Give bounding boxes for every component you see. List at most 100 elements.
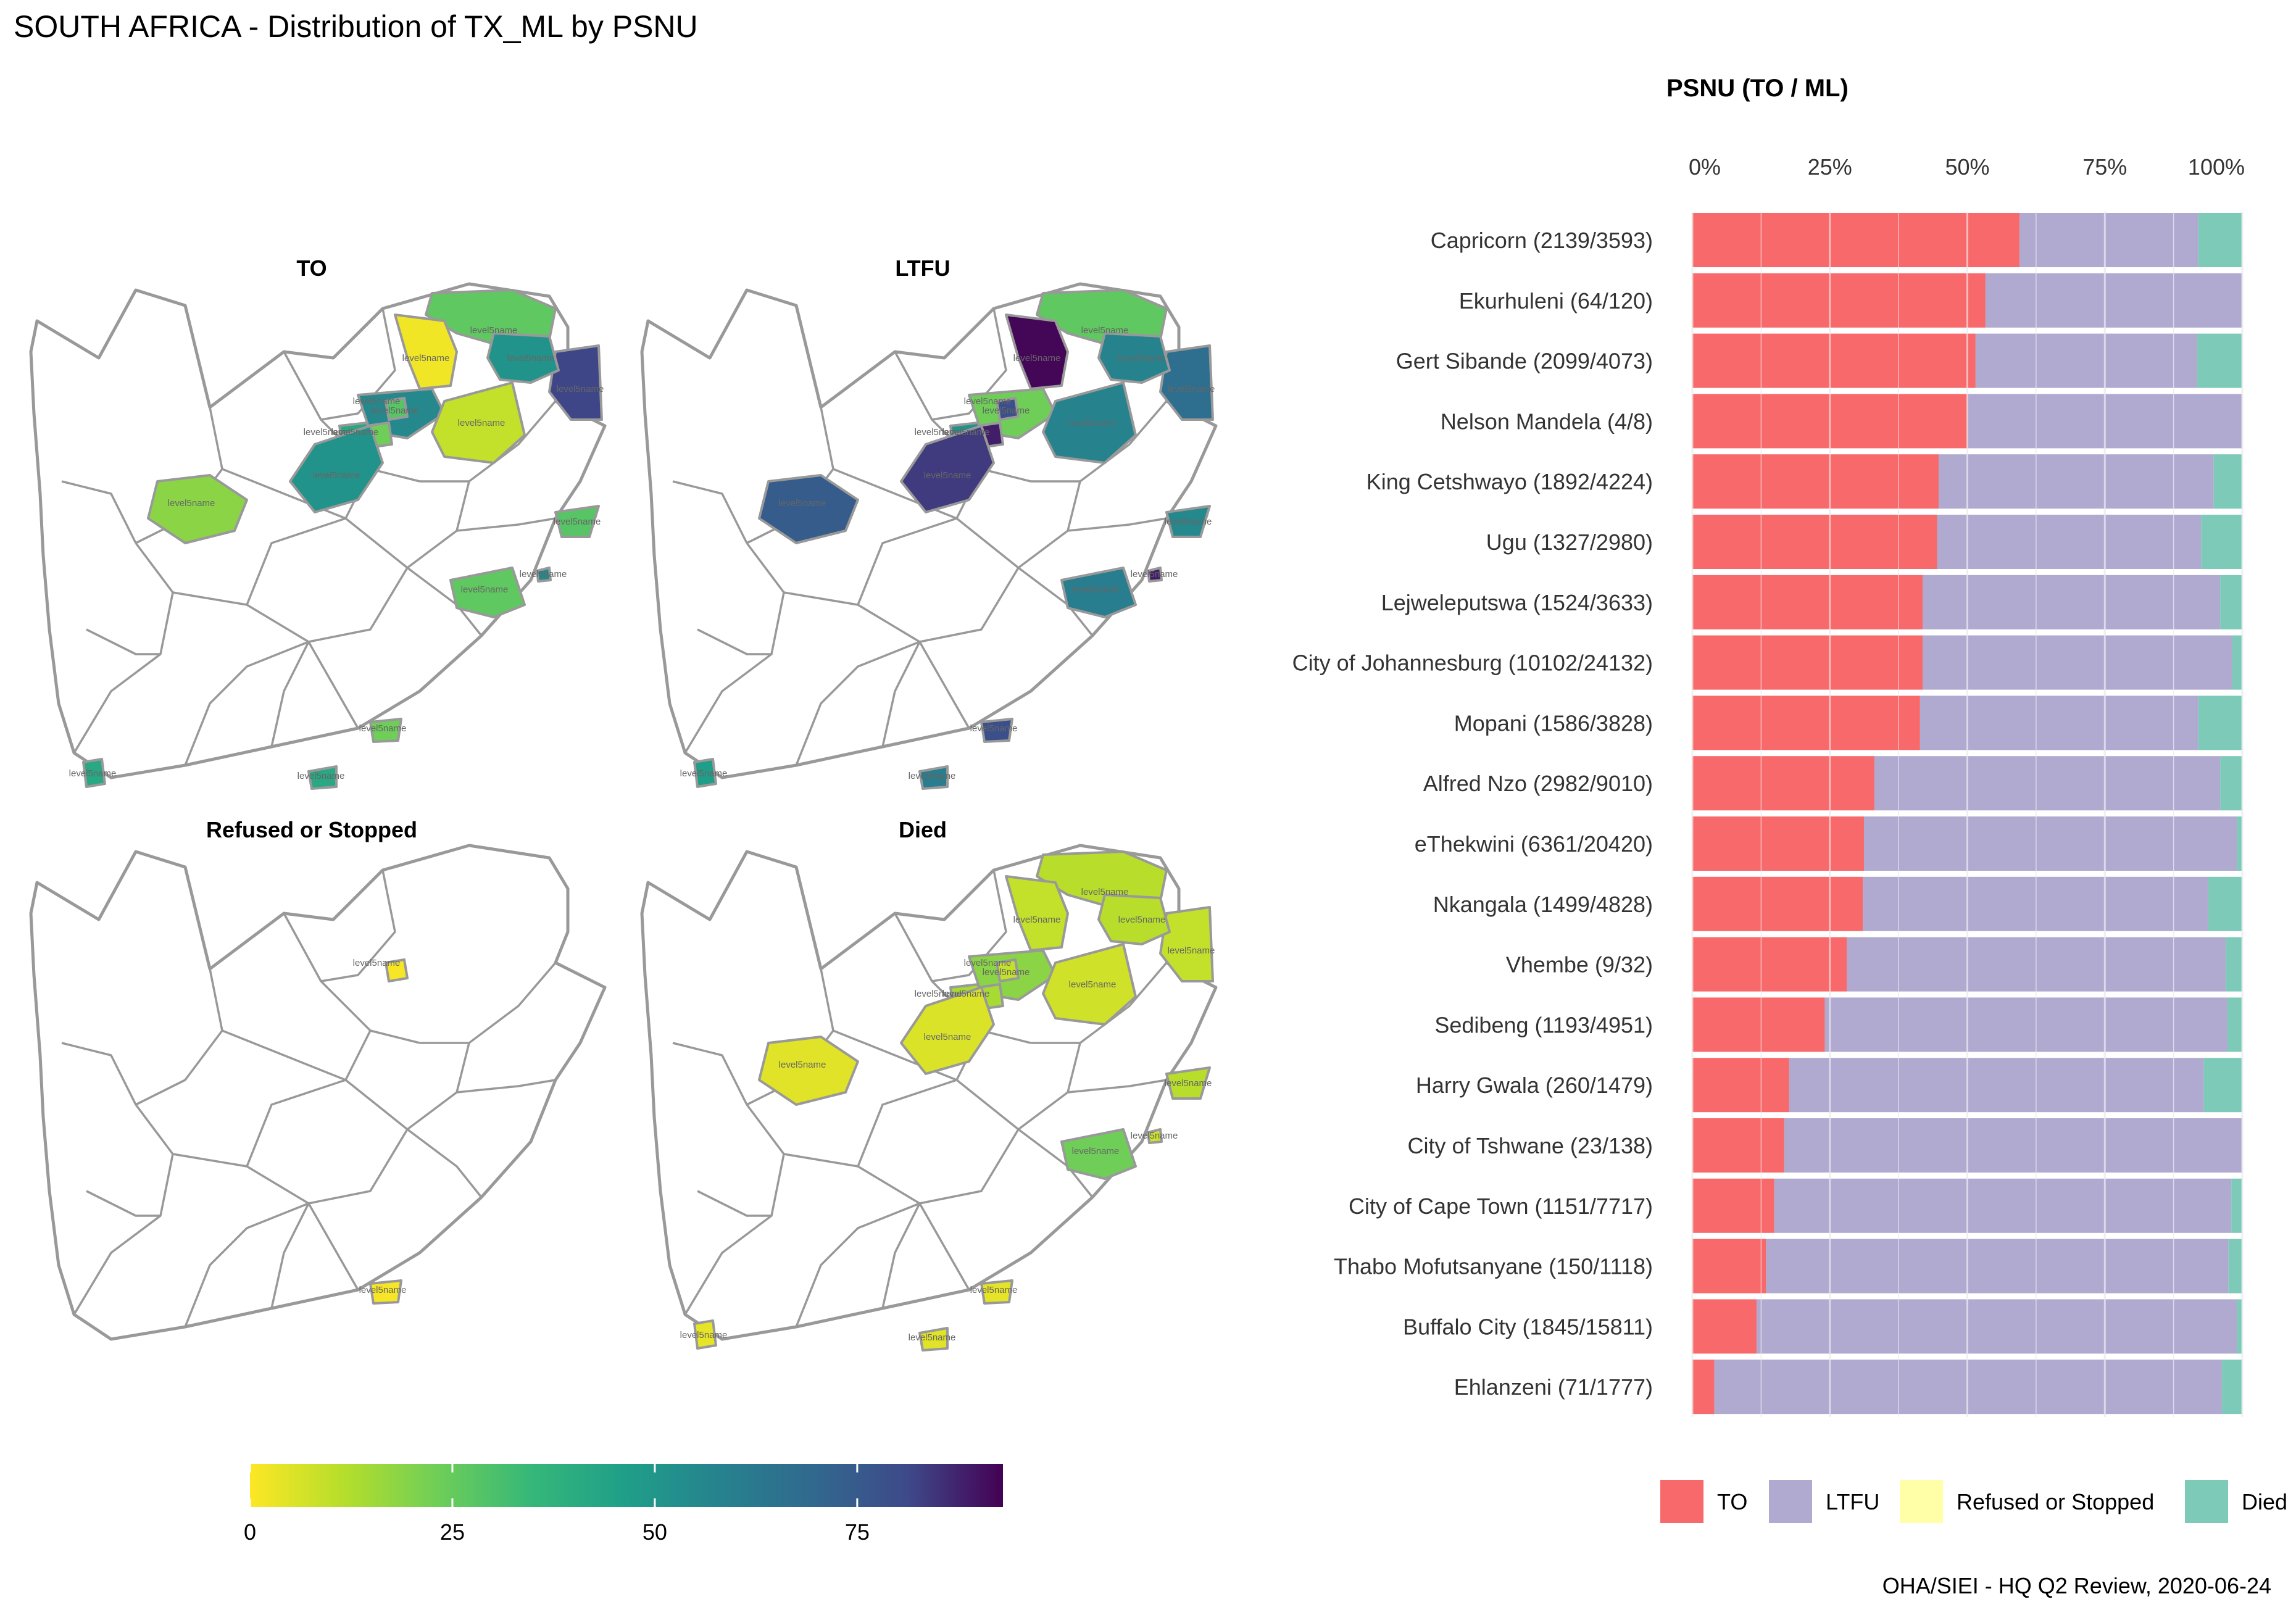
district-shape bbox=[1147, 567, 1163, 583]
district-boundary bbox=[270, 641, 310, 747]
district-shape bbox=[1005, 314, 1069, 390]
district-label: level5name bbox=[1069, 418, 1117, 428]
map-panel-title: LTFU bbox=[895, 255, 950, 281]
district-shape bbox=[693, 758, 717, 788]
bar-segment bbox=[2201, 515, 2242, 569]
bar-rows: Capricorn (2139/3593) Ekurhuleni (64/120)… bbox=[1292, 213, 2242, 1414]
bar-segment bbox=[1692, 273, 1986, 328]
bar-row: King Cetshwayo (1892/4224) bbox=[1366, 454, 2242, 509]
district-shape bbox=[1060, 1128, 1137, 1180]
district-label: level5name bbox=[372, 405, 419, 416]
category-label: Sedibeng (1193/4951) bbox=[1434, 1012, 1653, 1037]
district-label: level5name bbox=[554, 517, 601, 527]
district-boundary bbox=[783, 1153, 970, 1290]
district-boundary bbox=[919, 567, 1020, 643]
map-panel-title: Died bbox=[899, 817, 947, 842]
district-label: level5name bbox=[970, 723, 1018, 734]
district-label: level5name bbox=[359, 1285, 407, 1295]
bar-segment bbox=[1692, 756, 1874, 811]
south-africa-map: level5name level5name level5name level5name… bbox=[29, 282, 607, 790]
bar-segment bbox=[2227, 997, 2242, 1052]
district-boundary bbox=[931, 870, 1007, 982]
bar-row: City of Cape Town (1151/7717) bbox=[1349, 1178, 2242, 1233]
district-boundary bbox=[672, 480, 748, 544]
bar-segment bbox=[1863, 816, 2237, 871]
bar-row: Mopani (1586/3828) bbox=[1454, 696, 2242, 750]
district-label: level5name bbox=[983, 405, 1030, 416]
colorbar-gradient bbox=[250, 1464, 1003, 1507]
x-tick-label: 25% bbox=[1808, 154, 1852, 180]
bar-row: Alfred Nzo (2982/9010) bbox=[1423, 756, 2242, 811]
bar-segment bbox=[1692, 937, 1847, 992]
category-label: Lejweleputswa (1524/3633) bbox=[1381, 590, 1653, 615]
district-label: level5name bbox=[1118, 915, 1166, 925]
bar-row: Lejweleputswa (1524/3633) bbox=[1381, 575, 2242, 629]
bar-segment bbox=[1692, 1178, 1774, 1233]
district-boundary bbox=[184, 1202, 309, 1327]
bar-segment bbox=[1692, 1118, 1784, 1173]
bar-segment bbox=[1692, 997, 1825, 1052]
district-label: level5name bbox=[331, 427, 379, 438]
bar-segment bbox=[1692, 816, 1864, 871]
district-boundary bbox=[697, 628, 772, 655]
district-shape bbox=[1042, 381, 1137, 464]
district-boundary bbox=[320, 870, 396, 982]
district-label: level5name bbox=[1168, 384, 1215, 394]
bar-segment bbox=[1692, 575, 1923, 629]
south-africa-map: level5name level5name level5name level5name… bbox=[640, 282, 1218, 790]
district-boundary bbox=[1017, 1079, 1167, 1131]
bar-segment bbox=[2222, 1360, 2242, 1414]
district-shape bbox=[385, 397, 409, 421]
district-shape bbox=[758, 1036, 859, 1106]
district-boundary bbox=[344, 517, 483, 637]
district-boundary bbox=[308, 1129, 409, 1205]
district-boundary bbox=[86, 1190, 160, 1217]
district-label: level5name bbox=[779, 498, 826, 509]
district-label: level5name bbox=[1081, 325, 1129, 336]
x-axis-ticks: 0% 25% 50% 75% 100% bbox=[1689, 154, 2245, 180]
bar-segment bbox=[1874, 756, 2221, 811]
bar-segment bbox=[1692, 333, 1976, 388]
figure-title: SOUTH AFRICA - Distribution of TX_ML by … bbox=[14, 9, 698, 44]
bar-segment bbox=[1920, 696, 2198, 750]
district-label: level5name bbox=[359, 723, 407, 734]
district-label: level5name bbox=[1131, 1131, 1178, 1141]
district-label: level5name bbox=[915, 989, 962, 999]
bar-segment bbox=[2237, 1299, 2242, 1354]
bar-segment bbox=[1939, 454, 2214, 509]
caption: OHA/SIEI - HQ Q2 Review, 2020-06-24 bbox=[1882, 1573, 2271, 1598]
district-shape bbox=[900, 425, 995, 513]
bar-segment bbox=[2019, 213, 2198, 267]
district-label: level5name bbox=[942, 989, 990, 999]
bar-row: Nelson Mandela (4/8) bbox=[1441, 394, 2242, 449]
bar-segment bbox=[2220, 575, 2242, 629]
x-tick-label: 0% bbox=[1689, 154, 1721, 180]
district-boundary bbox=[172, 1153, 359, 1290]
bar-row: Capricorn (2139/3593) bbox=[1431, 213, 2242, 267]
bar-segment bbox=[1692, 1058, 1789, 1113]
district-boundary bbox=[468, 400, 557, 483]
district-label: level5name bbox=[1072, 1146, 1120, 1156]
district-label: level5name bbox=[909, 771, 956, 781]
district-shape bbox=[147, 474, 248, 544]
district-label: level5name bbox=[1165, 517, 1212, 527]
bar-segment bbox=[2198, 696, 2242, 750]
district-label: level5name bbox=[942, 427, 990, 438]
category-label: City of Cape Town (1151/7717) bbox=[1349, 1194, 1653, 1219]
district-label: level5name bbox=[297, 771, 345, 781]
district-label: level5name bbox=[461, 584, 509, 595]
district-boundary bbox=[184, 641, 309, 766]
bar-row: Ugu (1327/2980) bbox=[1486, 515, 2242, 569]
district-label: level5name bbox=[1013, 353, 1061, 363]
category-label: Ehlanzeni (71/1777) bbox=[1454, 1374, 1653, 1400]
district-label: level5name bbox=[1069, 979, 1117, 990]
district-boundary bbox=[283, 913, 420, 1044]
district-boundary bbox=[246, 517, 346, 605]
district-shape bbox=[1159, 906, 1214, 982]
bar-segment bbox=[2203, 1058, 2242, 1113]
bar-segment bbox=[1692, 635, 1923, 690]
bar-row: Harry Gwala (260/1479) bbox=[1416, 1058, 2242, 1113]
bar-segment bbox=[1692, 1360, 1715, 1414]
bar-row: Nkangala (1499/4828) bbox=[1433, 876, 2242, 931]
